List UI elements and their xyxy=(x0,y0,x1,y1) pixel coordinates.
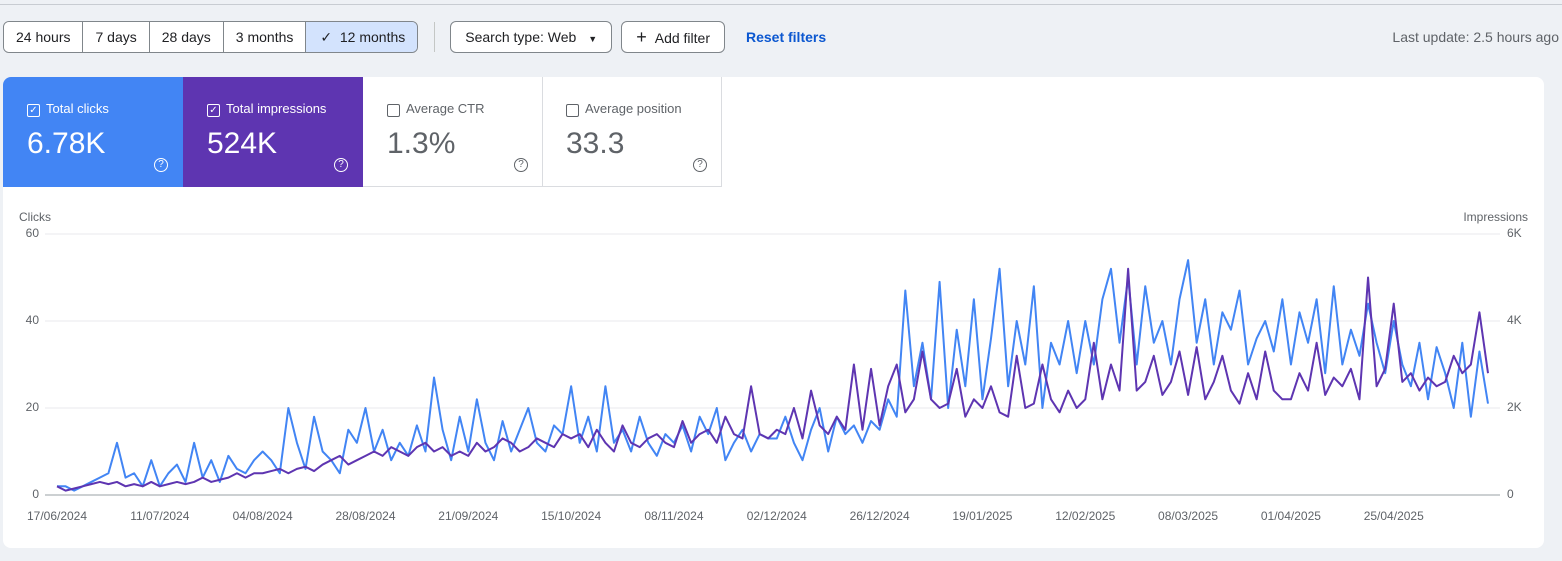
divider xyxy=(0,4,1562,5)
date-range-button[interactable]: 28 days xyxy=(148,22,223,52)
date-range-button[interactable]: 3 months xyxy=(222,22,306,52)
metric-tile[interactable]: Average CTR 1.3% ? xyxy=(363,77,543,187)
metric-tile[interactable]: ✓ Total impressions 524K ? xyxy=(183,77,363,187)
metric-label: Total impressions xyxy=(226,101,327,116)
y-tick-label: 0 xyxy=(32,487,39,501)
separator xyxy=(434,22,436,52)
help-icon[interactable]: ? xyxy=(154,158,168,172)
checkbox[interactable] xyxy=(387,104,400,117)
y-axis-title: Clicks xyxy=(19,210,51,224)
x-tick-label: 21/09/2024 xyxy=(438,509,498,523)
series-line xyxy=(56,267,1489,492)
add-filter-button[interactable]: + Add filter xyxy=(621,21,725,53)
x-tick-label: 08/11/2024 xyxy=(644,509,703,523)
y-tick-label: 20 xyxy=(26,400,40,414)
y-tick-label: 60 xyxy=(26,226,40,240)
x-tick-label: 26/12/2024 xyxy=(850,509,910,523)
metric-tile[interactable]: Average position 33.3 ? xyxy=(542,77,722,187)
metric-label: Total clicks xyxy=(46,101,109,116)
metric-tile[interactable]: ✓ Total clicks 6.78K ? xyxy=(3,77,183,187)
dropdown-arrow: ▼ xyxy=(588,34,598,44)
plus-icon: + xyxy=(636,27,647,47)
help-icon[interactable]: ? xyxy=(334,158,348,172)
date-range-button[interactable]: 7 days xyxy=(82,22,149,52)
help-icon[interactable]: ? xyxy=(693,158,707,172)
y2-tick-label: 4K xyxy=(1507,313,1522,327)
search-type-dropdown[interactable]: Search type: Web ▼ xyxy=(450,21,613,53)
date-range-label: 12 months xyxy=(339,29,406,45)
check-icon: ✓ xyxy=(320,29,340,45)
x-tick-label: 19/01/2025 xyxy=(952,509,1012,523)
performance-card: ✓ Total clicks 6.78K ? ✓ Total impressio… xyxy=(3,77,1544,548)
search-type-label: Search type: Web xyxy=(465,29,577,45)
checkbox[interactable]: ✓ xyxy=(207,104,220,117)
toolbar: 24 hours 7 days 28 days 3 months ✓ 12 mo… xyxy=(3,21,1562,53)
x-tick-label: 04/08/2024 xyxy=(233,509,293,523)
metric-value: 33.3 xyxy=(566,127,625,160)
metric-value: 524K xyxy=(207,127,278,160)
y2-axis-title: Impressions xyxy=(1463,210,1528,224)
x-tick-label: 11/07/2024 xyxy=(130,509,189,523)
x-tick-label: 17/06/2024 xyxy=(27,509,87,523)
y2-tick-label: 0 xyxy=(1507,487,1514,501)
metric-value: 1.3% xyxy=(387,127,456,160)
x-tick-label: 02/12/2024 xyxy=(747,509,807,523)
y-tick-label: 40 xyxy=(26,313,40,327)
x-tick-label: 15/10/2024 xyxy=(541,509,601,523)
reset-filters-link[interactable]: Reset filters xyxy=(745,29,827,45)
metric-label: Average position xyxy=(585,101,682,116)
x-tick-label: 12/02/2025 xyxy=(1055,509,1115,523)
series-line xyxy=(57,259,1489,492)
help-icon[interactable]: ? xyxy=(514,158,528,172)
checkbox[interactable]: ✓ xyxy=(27,104,40,117)
date-range-button[interactable]: 24 hours xyxy=(4,22,83,52)
date-range-selector: 24 hours 7 days 28 days 3 months ✓ 12 mo… xyxy=(3,21,419,53)
x-tick-label: 01/04/2025 xyxy=(1261,509,1321,523)
metric-value: 6.78K xyxy=(27,127,106,160)
y2-tick-label: 2K xyxy=(1507,400,1522,414)
x-tick-label: 08/03/2025 xyxy=(1158,509,1218,523)
metric-label: Average CTR xyxy=(406,101,485,116)
x-tick-label: 25/04/2025 xyxy=(1364,509,1424,523)
checkbox[interactable] xyxy=(566,104,579,117)
last-update: Last update: 2.5 hours ago xyxy=(1392,29,1559,45)
x-tick-label: 28/08/2024 xyxy=(335,509,395,523)
add-filter-label: Add filter xyxy=(654,30,710,46)
date-range-button[interactable]: ✓ 12 months xyxy=(305,22,418,52)
y2-tick-label: 6K xyxy=(1507,226,1522,240)
